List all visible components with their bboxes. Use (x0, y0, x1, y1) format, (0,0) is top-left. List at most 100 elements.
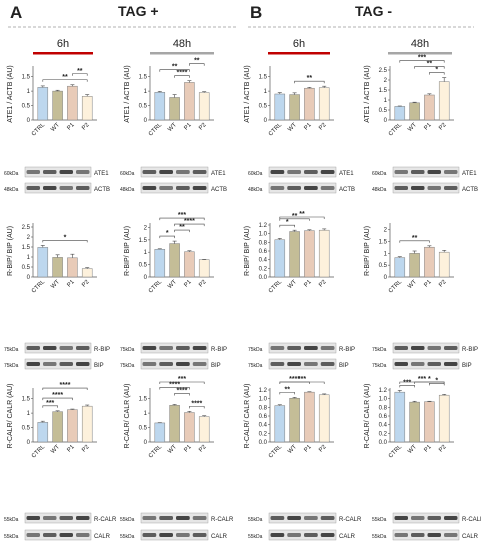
blot-membrane (268, 342, 337, 354)
bar-p2 (198, 259, 210, 278)
blot-band (320, 516, 335, 520)
significance-bracket (279, 218, 310, 221)
bar-p2 (318, 394, 330, 443)
y-tick-label: 0.4 (379, 423, 388, 429)
x-tick-label-ctrl: CTRL (148, 444, 164, 460)
x-tick-label-p1: P1 (66, 279, 76, 289)
blot-membrane (268, 358, 337, 370)
significance-label: ** (172, 64, 178, 71)
bar-p2 (198, 92, 210, 121)
blot-band (159, 346, 173, 350)
blot-r-calr: 55kDa R-CALR (372, 512, 481, 524)
x-tick-label-ctrl: CTRL (31, 122, 47, 138)
blot-band (76, 170, 90, 174)
blot-protein-label: BIP (211, 363, 221, 369)
significance-label: * (435, 377, 438, 384)
significance-bracket (72, 73, 88, 76)
significance-bracket (159, 217, 205, 221)
x-tick-label-ctrl: CTRL (388, 122, 404, 138)
blot-band (270, 346, 285, 350)
x-tick-label-p1: P1 (183, 279, 193, 289)
blot-band (26, 170, 40, 174)
significance-label: **** (169, 381, 180, 388)
significance-bracket (42, 240, 88, 243)
blot-membrane (268, 166, 337, 178)
y-tick-label: 0.5 (22, 104, 31, 110)
blot-band (411, 186, 425, 190)
y-tick-label: 0.0 (379, 440, 388, 446)
chart-A-6h-0: ATE1 / ACTB (AU) 0 0.5 1 1.5 CTRL WT P1 P2 ** ** (7, 65, 97, 137)
y-axis-title: ATE1 / ACTB (AU) (7, 65, 14, 122)
blot-protein-label: R-BIP (339, 347, 355, 353)
blot-band (192, 186, 207, 190)
x-tick-label-ctrl: CTRL (148, 122, 164, 138)
y-tick-label: 0 (144, 275, 148, 281)
blot-band (159, 186, 173, 190)
y-tick-label: 1 (384, 251, 388, 257)
y-tick-label: 2 (384, 78, 388, 84)
blot-actb: 48kDa ACTB (372, 182, 478, 194)
blot-band (142, 186, 157, 190)
significance-label: ** (284, 386, 290, 393)
blot-size-label: 75kDa (248, 363, 263, 369)
blot-protein-label: R-CALR (211, 517, 234, 523)
blot-r-calr: 55kDa R-CALR (248, 512, 362, 524)
x-tick-label-ctrl: CTRL (268, 279, 284, 295)
y-tick-label: 0 (144, 440, 148, 446)
blot-size-label: 48kDa (120, 187, 135, 193)
bar-wt (289, 397, 300, 443)
x-tick-label-wt: WT (287, 279, 298, 290)
blot-size-label: 55kDa (248, 517, 263, 523)
bar-p1 (67, 409, 78, 443)
blot-band (287, 362, 301, 366)
x-tick-label-p2: P2 (81, 122, 91, 132)
significance-label: ** (299, 211, 305, 218)
y-tick-label: 1.5 (379, 88, 388, 94)
blot-band (142, 346, 157, 350)
x-tick-label-p1: P1 (303, 122, 313, 132)
significance-label: ** (77, 68, 83, 75)
blot-band (411, 516, 425, 520)
blot-membrane (24, 358, 92, 370)
blot-band (76, 362, 90, 366)
blot-band (444, 516, 458, 520)
blot-band (287, 346, 301, 350)
blot-band (320, 533, 335, 537)
y-tick-label: 0.6 (259, 414, 268, 420)
bar-wt (52, 257, 63, 278)
blot-band (159, 170, 173, 174)
y-tick-label: 0.5 (22, 426, 31, 432)
x-tick-label-p1: P1 (423, 444, 433, 454)
bar-ctrl (394, 257, 406, 278)
blot-band (43, 516, 57, 520)
blot-band (444, 362, 458, 366)
blot-band (287, 170, 301, 174)
blot-membrane (392, 342, 460, 354)
significance-bracket (159, 381, 205, 384)
blot-band (427, 516, 441, 520)
y-tick-label: 0.6 (379, 414, 388, 420)
blot-band (159, 516, 173, 520)
blot-band (176, 186, 190, 190)
blot-band (26, 346, 40, 350)
blot-bip: 75kDa BIP (4, 358, 104, 370)
y-tick-label: 1.5 (379, 240, 388, 246)
blot-band (304, 346, 318, 350)
blot-band (26, 533, 40, 537)
bar-ctrl (154, 422, 166, 443)
blot-band (43, 186, 57, 190)
y-axis-title: ATE1 / ACTB (AU) (364, 65, 371, 122)
blot-band (76, 533, 90, 537)
blot-band (427, 533, 441, 537)
x-tick-label-p2: P2 (318, 122, 328, 132)
blot-size-label: 75kDa (120, 363, 135, 369)
x-tick-label-p2: P2 (438, 122, 448, 132)
x-tick-label-p1: P1 (66, 122, 76, 132)
bar-ctrl (37, 87, 49, 121)
y-tick-label: 0.4 (259, 258, 268, 264)
blot-actb: 48kDa ACTB (120, 182, 227, 194)
blot-band (411, 346, 425, 350)
